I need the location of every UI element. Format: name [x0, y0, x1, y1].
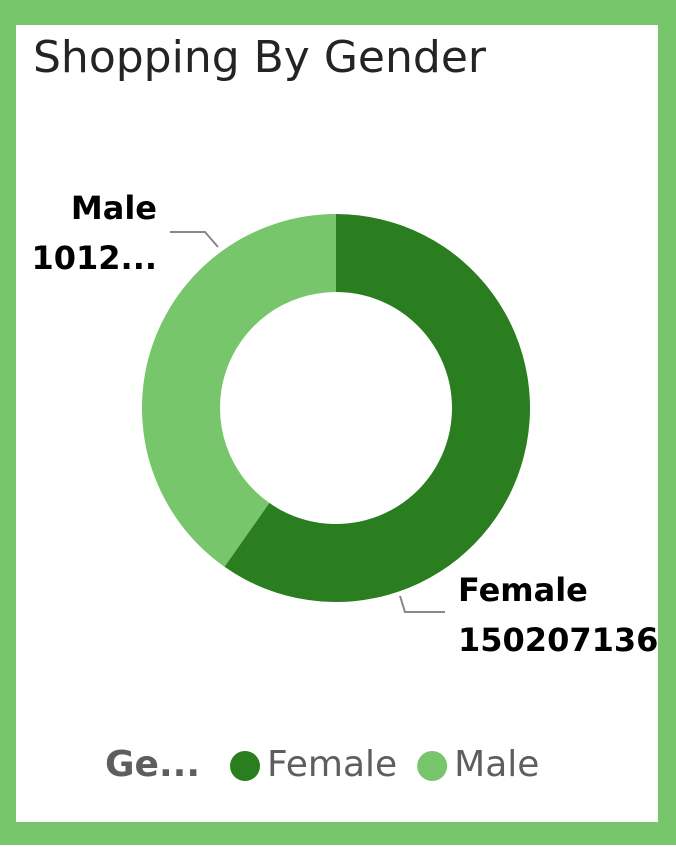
legend-title: Ge...	[105, 744, 200, 785]
leader-line	[170, 231, 219, 248]
data-label-category: Male	[71, 189, 157, 227]
panel	[16, 25, 658, 822]
leader-line	[399, 595, 445, 613]
data-label-value: 150207136	[458, 621, 658, 659]
legend-label: Female	[267, 744, 397, 785]
chart-title: Shopping By Gender	[33, 32, 487, 83]
data-label-value: 1012...	[31, 239, 157, 277]
legend-marker	[230, 751, 260, 781]
donut-segment	[142, 214, 336, 567]
data-label-category: Female	[458, 571, 588, 609]
legend-marker	[417, 751, 448, 781]
legend-label: Male	[454, 744, 539, 785]
donut-segment	[224, 214, 530, 603]
